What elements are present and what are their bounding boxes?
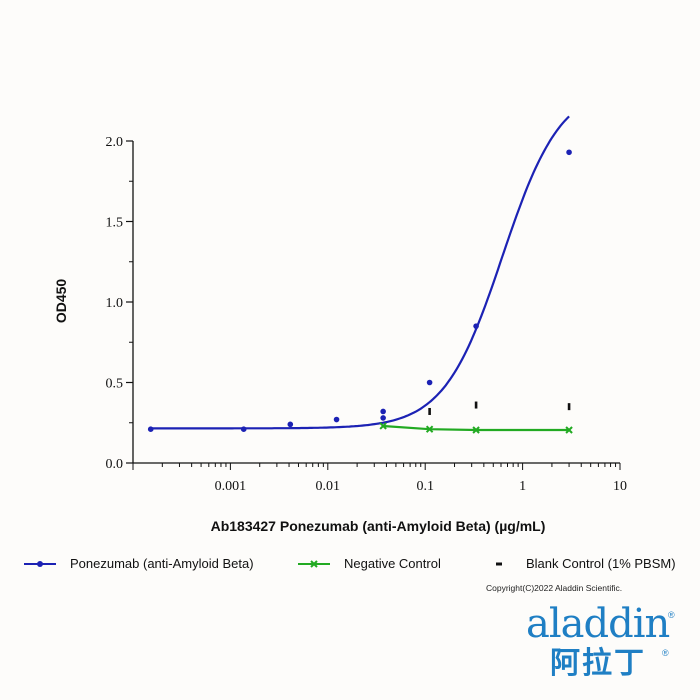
y-axis: 0.0 0.5 1.0 1.5 2.0 bbox=[106, 135, 134, 472]
series-2 bbox=[428, 401, 571, 415]
y-tick-label: 0.5 bbox=[106, 377, 124, 392]
legend-label-negative-control: Negative Control bbox=[344, 556, 441, 571]
logo-chinese-wordmark: 阿拉丁 bbox=[550, 646, 646, 681]
legend-label-blank-control: Blank Control (1% PBSM) bbox=[526, 556, 676, 571]
y-tick-label: 2.0 bbox=[106, 135, 124, 150]
series-1 bbox=[379, 422, 573, 434]
copyright-text: Copyright(C)2022 Aladdin Scientific. bbox=[486, 583, 623, 593]
data-point bbox=[240, 426, 247, 432]
y-axis-title: OD450 bbox=[53, 279, 69, 324]
data-point bbox=[333, 416, 340, 423]
x-tick-label: 0.01 bbox=[316, 479, 341, 494]
legend-item-ponezumab: Ponezumab (anti-Amyloid Beta) bbox=[22, 556, 254, 571]
y-tick-label: 1.5 bbox=[106, 216, 124, 231]
x-tick-label: 10 bbox=[613, 479, 627, 494]
x-marker-stroke bbox=[425, 425, 434, 433]
x-tick-label: 0.1 bbox=[416, 479, 434, 494]
aladdin-logo: aladdin ® 阿拉丁 ® bbox=[526, 602, 686, 688]
x-marker-stroke bbox=[565, 426, 573, 434]
legend-swatch-circle bbox=[24, 560, 56, 567]
data-point bbox=[567, 403, 571, 411]
od450-dose-response-chart: 0.0 0.5 1.0 1.5 2.0 0.001 0.01 0.1 1 10 OD450 Ab… bbox=[53, 115, 627, 534]
y-tick-label: 1.0 bbox=[106, 296, 124, 311]
data-point bbox=[287, 421, 294, 428]
data-point bbox=[472, 426, 480, 434]
x-marker-stroke bbox=[379, 422, 387, 430]
legend-swatch-x bbox=[298, 559, 330, 568]
data-point bbox=[565, 426, 573, 434]
logo-wordmark: aladdin bbox=[526, 601, 670, 647]
data-point bbox=[380, 408, 386, 415]
logo-chinese-registered-mark: ® bbox=[662, 648, 669, 658]
data-point bbox=[379, 422, 387, 430]
series-layer bbox=[147, 115, 573, 434]
data-point bbox=[428, 407, 431, 415]
x-tick-label: 0.001 bbox=[215, 479, 247, 494]
series-0 bbox=[147, 115, 572, 432]
y-tick-label: 0.0 bbox=[106, 457, 124, 472]
data-point bbox=[474, 401, 478, 409]
data-point bbox=[426, 379, 433, 386]
legend-item-blank-control: Blank Control (1% PBSM) bbox=[484, 556, 676, 571]
data-point bbox=[425, 425, 434, 433]
x-axis-title: Ab183427 Ponezumab (anti-Amyloid Beta) (… bbox=[211, 518, 546, 534]
negative-control-line bbox=[383, 424, 570, 432]
legend-swatch-dash bbox=[496, 562, 502, 565]
data-point bbox=[380, 415, 386, 421]
ponezumab-fit-curve bbox=[150, 115, 570, 430]
x-marker-stroke bbox=[472, 426, 480, 434]
legend-item-negative-control: Negative Control bbox=[296, 556, 441, 571]
logo-registered-mark: ® bbox=[668, 610, 675, 620]
x-tick-label: 1 bbox=[519, 479, 526, 494]
data-point bbox=[147, 426, 154, 432]
data-point bbox=[473, 323, 479, 329]
x-axis: 0.001 0.01 0.1 1 10 bbox=[132, 462, 627, 494]
chart-legend: Ponezumab (anti-Amyloid Beta) Negative C… bbox=[22, 556, 682, 576]
legend-label-ponezumab: Ponezumab (anti-Amyloid Beta) bbox=[70, 556, 254, 571]
data-point bbox=[566, 149, 572, 156]
